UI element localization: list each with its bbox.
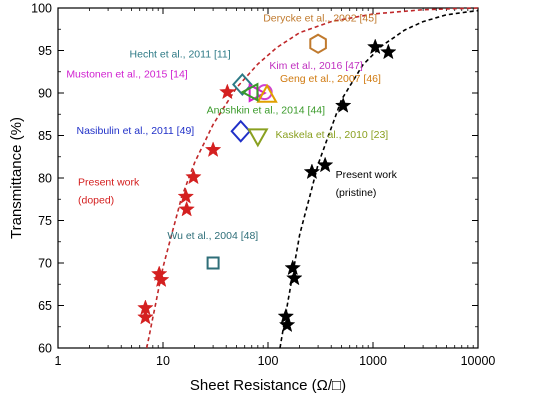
reference-marker-triangle-up bbox=[256, 83, 278, 103]
annotation-label: Hecht et al., 2011 [11] bbox=[130, 48, 231, 60]
y-tick-label: 95 bbox=[38, 44, 52, 58]
annotation-label: Geng et al., 2007 [46] bbox=[280, 73, 381, 85]
annotation-label: Kim et al., 2016 [47] bbox=[269, 60, 362, 72]
doped-fit-curve bbox=[145, 7, 479, 349]
y-tick-label: 80 bbox=[38, 172, 52, 186]
annotation-label: Present work bbox=[78, 177, 140, 189]
pristine-fit-curve bbox=[279, 9, 479, 349]
x-tick-label: 1000 bbox=[359, 354, 387, 368]
doped-star-point bbox=[219, 83, 236, 100]
x-tick-label: 100 bbox=[258, 354, 279, 368]
annotation-label: Present work bbox=[336, 169, 398, 181]
annotation-label: Nasibulin et al., 2011 [49] bbox=[76, 125, 194, 137]
annotation-label: Anoshkin et al., 2014 [44] bbox=[207, 104, 326, 116]
annotation-label: (doped) bbox=[78, 195, 114, 207]
pristine-star-point bbox=[316, 156, 334, 173]
y-tick-label: 65 bbox=[38, 299, 52, 313]
reference-marker-diamond bbox=[230, 119, 252, 143]
pristine-star-point bbox=[334, 97, 352, 113]
y-tick-label: 100 bbox=[31, 2, 52, 16]
reference-marker-square bbox=[206, 256, 220, 270]
annotation-label: (pristine) bbox=[336, 187, 377, 199]
fit-curves bbox=[145, 7, 479, 349]
annotation-label: Derycke et al., 2002 [45] bbox=[263, 13, 377, 25]
doped-star-point bbox=[178, 200, 195, 217]
y-axis-ticks: 60 65 70 75 80 85 90 95 100 bbox=[31, 2, 478, 356]
present-work-markers bbox=[137, 38, 397, 333]
pristine-star-point bbox=[278, 316, 296, 333]
reference-marker-hexagon bbox=[309, 33, 327, 54]
x-axis-ticks: 1 10 100 1000 10000 bbox=[55, 8, 496, 368]
x-tick-label: 10000 bbox=[461, 354, 496, 368]
annotation-label: Mustonen et al., 2015 [14] bbox=[66, 69, 187, 81]
y-tick-label: 70 bbox=[38, 257, 52, 271]
annotations: Derycke et al., 2002 [45] Hecht et al., 2… bbox=[66, 13, 397, 243]
y-axis-title: Transmittance (%) bbox=[8, 117, 25, 239]
doped-star-point bbox=[185, 168, 202, 185]
annotation-label: Wu et al., 2004 [48] bbox=[167, 230, 258, 242]
pristine-star-point bbox=[303, 163, 321, 180]
x-tick-label: 10 bbox=[156, 354, 170, 368]
reference-marker-diamond bbox=[232, 73, 253, 96]
reference-marker-triangle-left bbox=[240, 82, 259, 102]
pristine-star-point bbox=[366, 38, 384, 55]
y-tick-label: 75 bbox=[38, 214, 52, 228]
doped-star-point bbox=[137, 308, 154, 325]
y-tick-label: 60 bbox=[38, 342, 52, 356]
reference-marker-triangle-down bbox=[247, 128, 269, 148]
x-tick-label: 1 bbox=[55, 354, 62, 368]
y-tick-label: 90 bbox=[38, 87, 52, 101]
reference-markers bbox=[206, 33, 327, 270]
pristine-star-point bbox=[286, 269, 303, 286]
pristine-star-point bbox=[284, 259, 302, 276]
x-axis-title: Sheet Resistance (Ω/□) bbox=[190, 377, 346, 394]
pristine-star-point bbox=[380, 43, 397, 60]
doped-star-point bbox=[204, 141, 222, 157]
annotation-label: Kaskela et al., 2010 [23] bbox=[276, 129, 389, 141]
doped-star-point bbox=[177, 187, 195, 204]
doped-star-point bbox=[152, 271, 170, 288]
y-tick-label: 85 bbox=[38, 129, 52, 143]
